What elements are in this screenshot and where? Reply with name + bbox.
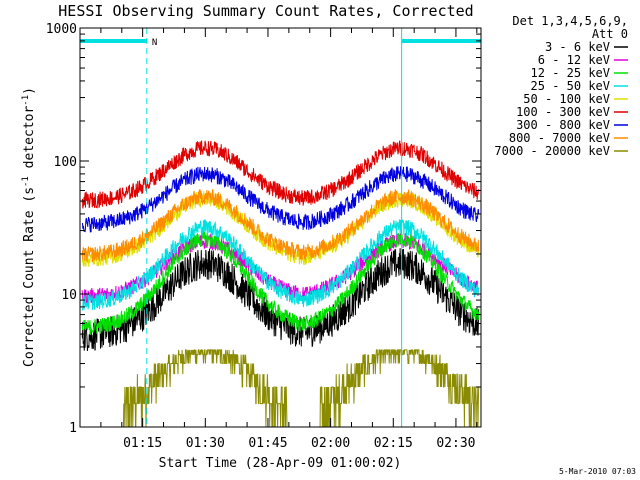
- series-line: [81, 218, 480, 312]
- y-tick-label: 100: [54, 155, 77, 170]
- legend-label: 3 - 6 keV: [545, 40, 610, 54]
- x-axis: 01:15 01:30 01:45 02:00 02:15 02:30: [79, 28, 478, 451]
- legend-label: 300 - 800 keV: [516, 118, 610, 132]
- x-tick-label: 01:15: [123, 436, 162, 451]
- legend-label: 50 - 100 keV: [523, 92, 610, 106]
- legend-label: 6 - 12 keV: [538, 53, 610, 67]
- y-axis-label-part2: detector: [22, 106, 37, 177]
- y-axis-label-sup1: -1: [21, 176, 31, 187]
- y-axis-label-part3: ): [22, 87, 37, 95]
- x-tick-label: 01:45: [248, 436, 287, 451]
- flag-marker-label: N: [152, 38, 157, 48]
- series-line: [81, 248, 480, 352]
- series-layer: [81, 140, 480, 427]
- series-line: [81, 233, 480, 305]
- x-tick-label: 02:00: [311, 436, 350, 451]
- series-line: [81, 230, 480, 336]
- series-line: [81, 189, 480, 263]
- footer-timestamp: 5-Mar-2010 07:03: [559, 467, 636, 476]
- series-line: [81, 140, 480, 209]
- y-axis-label-part1: Corrected Count Rate (s: [22, 187, 37, 367]
- legend-label: 25 - 50 keV: [531, 79, 610, 93]
- x-axis-label: Start Time (28-Apr-09 01:00:02): [159, 456, 402, 471]
- y-axis-label: Corrected Count Rate (s-1 detector-1): [21, 87, 37, 367]
- legend-label: 100 - 300 keV: [516, 105, 610, 119]
- x-tick-label: 01:30: [186, 436, 225, 451]
- y-axis: 1 10 100 1000: [46, 22, 481, 436]
- legend-label: 7000 - 20000 keV: [494, 144, 610, 158]
- legend-label: 800 - 7000 keV: [509, 131, 610, 145]
- x-tick-label: 02:30: [436, 436, 475, 451]
- legend-header-line1: Det 1,3,4,5,6,9,: [512, 14, 628, 28]
- y-tick-label: 10: [61, 288, 77, 303]
- chart-title: HESSI Observing Summary Count Rates, Cor…: [58, 2, 473, 20]
- y-tick-label: 1: [69, 421, 77, 436]
- legend-header-line2: Att 0: [592, 27, 628, 41]
- series-line: [82, 349, 480, 427]
- series-line: [82, 165, 480, 233]
- x-tick-label: 02:15: [374, 436, 413, 451]
- legend-label: 12 - 25 keV: [531, 66, 610, 80]
- y-tick-label: 1000: [46, 22, 77, 37]
- plot-frame: [79, 27, 482, 428]
- y-axis-label-sup2: -1: [21, 95, 31, 106]
